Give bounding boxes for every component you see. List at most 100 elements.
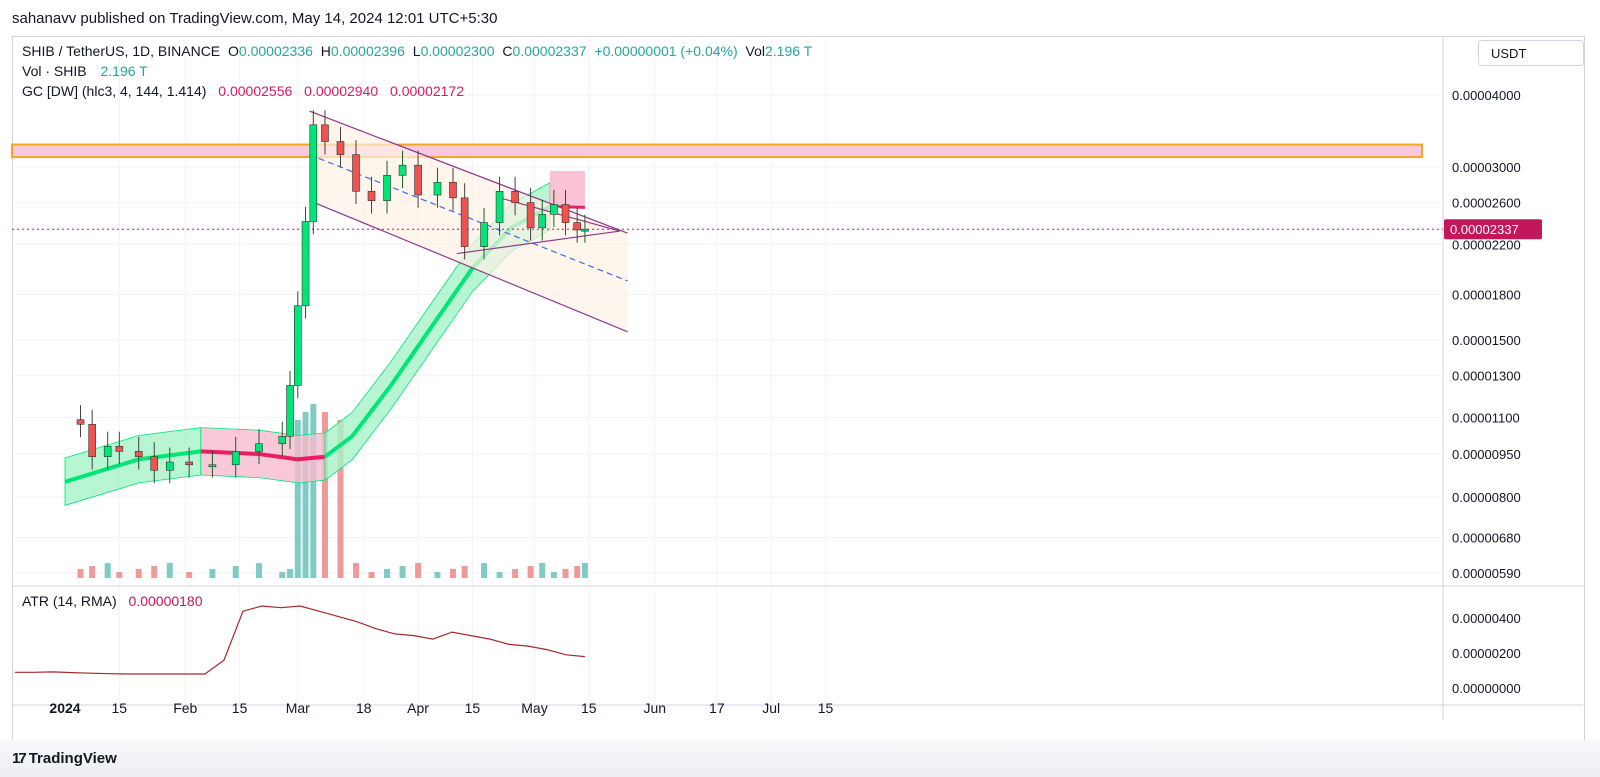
volume-bar-4 <box>116 572 123 578</box>
legend-gc-value-1: 0.00002556 <box>218 83 293 99</box>
legend-open-label: O <box>228 43 239 59</box>
candle-body-27 <box>480 222 488 247</box>
volume-bar-31 <box>539 563 546 578</box>
candle-body-26 <box>460 197 469 247</box>
volume-bar-26 <box>461 566 468 578</box>
candle-body-24 <box>433 182 442 196</box>
legend-low-label: L <box>412 43 421 59</box>
volume-bar-12 <box>279 572 286 578</box>
volume-bar-23 <box>415 563 422 578</box>
legend-close-label: C <box>502 43 513 59</box>
candle-body-13 <box>286 385 294 437</box>
candle-body-19 <box>352 154 360 192</box>
volume-bar-7 <box>166 563 173 578</box>
volume-bar-1 <box>77 569 84 578</box>
candle-body-11 <box>255 443 263 452</box>
candle-body-2 <box>88 424 96 457</box>
candle-body-3 <box>103 445 112 457</box>
candle-body-23 <box>414 164 422 196</box>
volume-bar-17 <box>321 412 328 578</box>
volume-bar-2 <box>89 566 96 578</box>
candle-body-35 <box>581 228 589 232</box>
volume-bars <box>77 404 588 578</box>
volume-bar-13 <box>287 569 294 578</box>
candle-body-15 <box>301 221 310 307</box>
legend-ohlc: SHIB / TetherUS, 1D, BINANCE O0.00002336… <box>22 43 816 59</box>
legend-high-label: H <box>320 43 331 59</box>
time-tick-12: Jul <box>762 700 780 716</box>
volume-bar-34 <box>574 566 581 578</box>
price-tick-0: 0.00004000 <box>1452 88 1521 103</box>
time-tick-11: 17 <box>709 700 725 716</box>
atr-line <box>15 605 585 675</box>
candle-body-7 <box>165 461 174 471</box>
legend-vol-line-label[interactable]: Vol · SHIB <box>22 63 87 79</box>
atr-axis: 0.00000400 0.00000200 0.00000000 <box>1452 611 1521 696</box>
legend-gc-value-2: 0.00002940 <box>304 83 379 99</box>
time-tick-4: Mar <box>286 700 310 716</box>
brand-label: TradingView <box>28 750 117 767</box>
candle-body-8 <box>185 461 193 466</box>
volume-bar-6 <box>151 566 158 578</box>
resistance-zone <box>11 143 1423 159</box>
volume-bar-35 <box>581 563 588 578</box>
volume-bar-11 <box>256 563 262 578</box>
footer: 17 TradingView <box>0 740 1600 777</box>
price-tick-8: 0.00000950 <box>1452 447 1521 462</box>
volume-bar-16 <box>310 404 317 578</box>
time-tick-8: May <box>521 700 547 716</box>
currency-label: USDT <box>1491 46 1527 61</box>
time-tick-6: Apr <box>407 700 429 716</box>
currency-selector[interactable]: USDT <box>1478 40 1584 66</box>
candle-body-16 <box>309 124 318 222</box>
triangle-upper <box>499 197 620 232</box>
legend-vol-label: Vol <box>745 43 765 59</box>
candle-body-18 <box>336 141 345 155</box>
legend-high: 0.00002396 <box>330 43 405 59</box>
tradingview-logo[interactable]: 17 TradingView <box>12 750 117 767</box>
candle-body-30 <box>526 202 535 229</box>
atr-line-path <box>15 605 585 675</box>
price-tick-11: 0.00000590 <box>1452 566 1521 581</box>
legend-symbol[interactable]: SHIB / TetherUS, 1D, BINANCE <box>22 43 221 59</box>
volume-bar-24 <box>434 572 441 578</box>
volume-bar-8 <box>186 572 193 578</box>
candle-body-22 <box>398 164 407 176</box>
trend-lines <box>12 110 1443 333</box>
gc-band-green-1 <box>64 427 202 506</box>
price-tick-10: 0.00000680 <box>1452 531 1521 546</box>
time-tick-3: 15 <box>232 700 248 716</box>
legend-low: 0.00002300 <box>420 43 495 59</box>
volume-bar-30 <box>527 566 534 578</box>
time-tick-5: 18 <box>356 700 372 716</box>
volume-bar-5 <box>135 569 142 578</box>
candle-body-9 <box>208 464 217 468</box>
volume-bar-32 <box>550 572 557 578</box>
candle-body-25 <box>449 182 457 199</box>
volume-bar-15 <box>302 412 309 578</box>
candle-body-6 <box>150 456 159 471</box>
candle-body-21 <box>383 175 391 201</box>
legend-vol: 2.196 T <box>765 43 813 59</box>
volume-bar-9 <box>209 569 216 578</box>
price-tick-5: 0.00001500 <box>1452 333 1521 348</box>
atr-tick-2: 0.00000000 <box>1452 681 1521 696</box>
time-tick-13: 15 <box>818 700 834 716</box>
time-tick-7: 15 <box>465 700 481 716</box>
candle-body-14 <box>293 305 302 386</box>
published-text: sahanavv published on TradingView.com, M… <box>12 10 498 27</box>
legend-gc-label[interactable]: GC [DW] (hlc3, 4, 144, 1.414) <box>22 83 207 99</box>
legend-gc-value-3: 0.00002172 <box>390 83 464 99</box>
price-tick-4: 0.00001800 <box>1452 287 1521 302</box>
resistance-zone-rect <box>11 143 1423 159</box>
candle-body-17 <box>321 124 329 142</box>
volume-bar-10 <box>232 566 239 578</box>
legend-atr-label[interactable]: ATR (14, RMA) <box>22 593 117 609</box>
grid <box>12 36 1443 705</box>
candle-body-10 <box>231 451 240 466</box>
volume-bar-25 <box>450 569 456 578</box>
legend-atr: ATR (14, RMA) 0.00000180 <box>22 593 207 609</box>
legend-volume: Vol · SHIB 2.196 T <box>22 63 152 79</box>
legend-gc: GC [DW] (hlc3, 4, 144, 1.414) 0.00002556… <box>22 83 468 99</box>
